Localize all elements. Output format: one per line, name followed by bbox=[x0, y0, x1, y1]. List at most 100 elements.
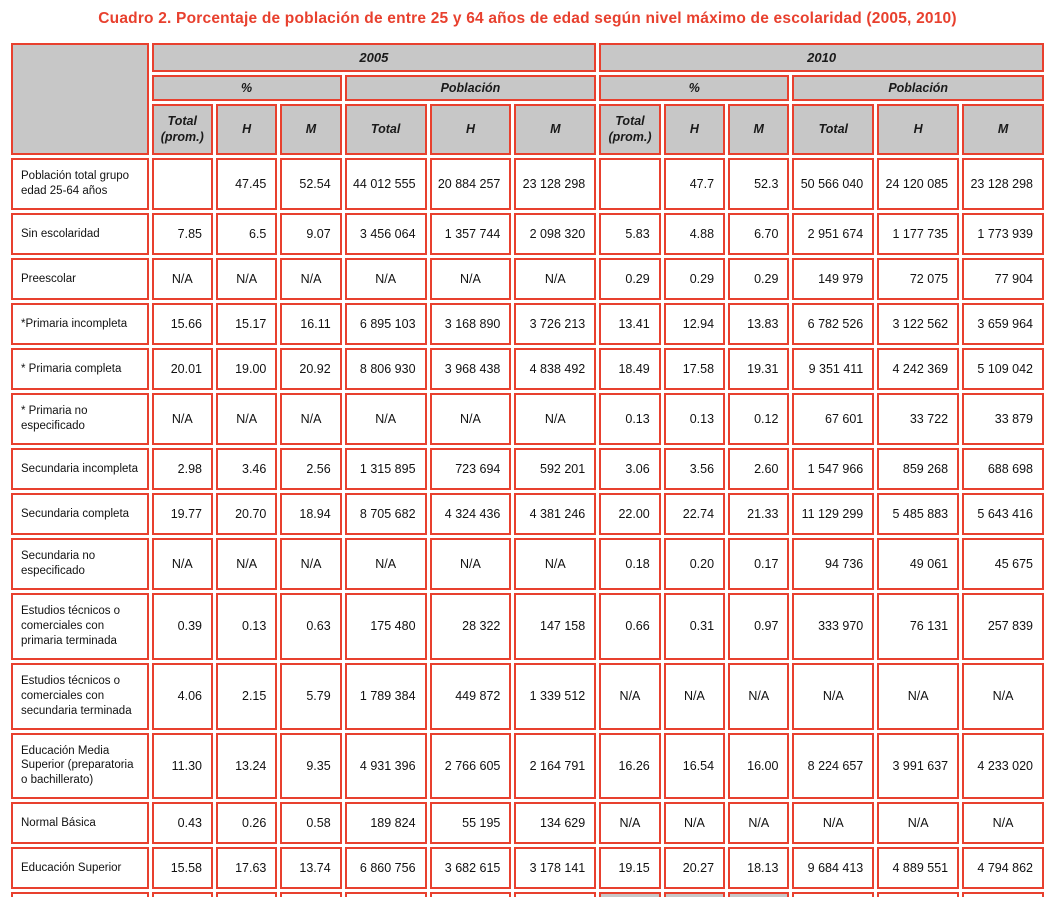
table-cell: 20.27 bbox=[663, 847, 726, 890]
table-cell: 175 480 bbox=[344, 592, 427, 660]
table-cell: 147 158 bbox=[514, 592, 597, 660]
table-cell: 0.13 bbox=[216, 592, 278, 660]
column-header: H bbox=[877, 104, 960, 156]
table-cell: 3 991 637 bbox=[877, 732, 960, 800]
table-cell: 0.12 bbox=[728, 393, 790, 445]
table-cell: 13.74 bbox=[280, 847, 342, 890]
table-cell: 13.24 bbox=[216, 732, 278, 800]
table-cell: 1 339 512 bbox=[514, 662, 597, 730]
table-cell: 2.28 bbox=[280, 892, 342, 897]
table-cell: 33 879 bbox=[962, 393, 1044, 445]
row-label: Secundaria incompleta bbox=[11, 448, 149, 490]
table-cell: 8 806 930 bbox=[344, 348, 427, 391]
table-cell: 3 682 615 bbox=[429, 847, 512, 890]
table-cell: 52.54 bbox=[280, 158, 342, 211]
table-cell: 12.94 bbox=[663, 303, 726, 346]
table-cell: 149 979 bbox=[792, 258, 875, 301]
group-header-poblacion-2005: Población bbox=[344, 75, 597, 101]
row-label: Población total grupo edad 25-64 años bbox=[11, 158, 149, 211]
table-cell: 2.01 bbox=[151, 892, 213, 897]
table-cell: 13.83 bbox=[728, 303, 790, 346]
table-cell: 688 698 bbox=[962, 448, 1044, 490]
table-row: Secundaria completa 19.77 20.70 18.94 8 705 … bbox=[11, 493, 1044, 535]
table-row: Preescolar N/A N/A N/A N/A N/A N/A 0.29 0.29 0.29… bbox=[11, 258, 1044, 301]
table-cell: 47.45 bbox=[216, 158, 278, 211]
table-cell: 527 595 bbox=[514, 892, 597, 897]
table-cell: 2 164 791 bbox=[514, 732, 597, 800]
table-cell: 4 242 369 bbox=[877, 348, 960, 391]
table-cell: N/A bbox=[877, 802, 960, 845]
table-cell bbox=[599, 158, 661, 211]
table-cell: N/A bbox=[216, 393, 278, 445]
table-cell: N/A bbox=[514, 538, 597, 590]
table-cell: 76 131 bbox=[877, 592, 960, 660]
table-row: No especificado2.011.712.28886 041358 44… bbox=[11, 892, 1044, 897]
table-cell: N/A bbox=[792, 662, 875, 730]
table-cell: 0.17 bbox=[728, 538, 790, 590]
table-cell: 9 351 411 bbox=[792, 348, 875, 391]
table-cell: 9 684 413 bbox=[792, 847, 875, 890]
table-cell: 0.18 bbox=[599, 538, 661, 590]
table-cell: N/A bbox=[280, 258, 342, 301]
table-cell: 20.92 bbox=[280, 348, 342, 391]
year-header-2010: 2010 bbox=[599, 43, 1044, 72]
table-body: Población total grupo edad 25-64 años 47.… bbox=[11, 158, 1044, 897]
year-header-row: 2005 2010 bbox=[11, 43, 1044, 156]
table-cell: 5 485 883 bbox=[877, 493, 960, 535]
table-cell: N/A bbox=[962, 802, 1044, 845]
table-cell: N/A bbox=[962, 662, 1044, 730]
table-cell: 2 766 605 bbox=[429, 732, 512, 800]
table-cell: 5.83 bbox=[599, 213, 661, 256]
table-cell: 20 884 257 bbox=[429, 158, 512, 211]
table-cell: 0.29 bbox=[599, 258, 661, 301]
table-cell: 33 722 bbox=[877, 393, 960, 445]
table-cell: 592 201 bbox=[514, 448, 597, 490]
table-cell: 23 128 298 bbox=[514, 158, 597, 211]
table-cell: 2 951 674 bbox=[792, 213, 875, 256]
table-cell: 28 322 bbox=[429, 592, 512, 660]
table-cell: 4 838 492 bbox=[514, 348, 597, 391]
table-cell: 18.13 bbox=[728, 847, 790, 890]
table-cell: 13.41 bbox=[599, 303, 661, 346]
table-row: Estudios técnicos o comerciales con secu… bbox=[11, 662, 1044, 730]
row-label: Sin escolaridad bbox=[11, 213, 149, 256]
table-cell: 4 324 436 bbox=[429, 493, 512, 535]
table-cell: N/A bbox=[344, 258, 427, 301]
year-header-2005: 2005 bbox=[151, 43, 597, 72]
group-header-row: % Población % Población bbox=[11, 75, 1044, 101]
table-cell: 3.06 bbox=[599, 448, 661, 490]
table-cell: 9.35 bbox=[280, 732, 342, 800]
table-cell: 47.7 bbox=[663, 158, 726, 211]
table-cell: N/A bbox=[216, 538, 278, 590]
table-cell: 22.00 bbox=[599, 493, 661, 535]
table-cell: 5 109 042 bbox=[962, 348, 1044, 391]
table-cell: 18.94 bbox=[280, 493, 342, 535]
table-cell: 11 129 299 bbox=[792, 493, 875, 535]
table-cell: N/A bbox=[280, 393, 342, 445]
table-cell: 72 075 bbox=[877, 258, 960, 301]
table-cell: N/A bbox=[877, 662, 960, 730]
table-cell: N/A bbox=[728, 802, 790, 845]
table-cell: 1 315 895 bbox=[344, 448, 427, 490]
table-cell: N/A bbox=[151, 538, 213, 590]
table-cell: 7.85 bbox=[151, 213, 213, 256]
table-cell: 50 566 040 bbox=[792, 158, 875, 211]
table-cell: 1 357 744 bbox=[429, 213, 512, 256]
table-cell: N/A bbox=[429, 538, 512, 590]
table-cell: 2.60 bbox=[728, 448, 790, 490]
table-cell: 3.56 bbox=[663, 448, 726, 490]
column-header: Total bbox=[792, 104, 875, 156]
table-cell: 77 904 bbox=[962, 258, 1044, 301]
row-label: * Primaria completa bbox=[11, 348, 149, 391]
table-cell: 19.15 bbox=[599, 847, 661, 890]
table-cell: 45 675 bbox=[962, 538, 1044, 590]
table-cell: 0.97 bbox=[728, 592, 790, 660]
table-cell: 0.39 bbox=[151, 592, 213, 660]
table-cell: 18.49 bbox=[599, 348, 661, 391]
table-cell: 44 012 555 bbox=[344, 158, 427, 211]
table-cell: 0.13 bbox=[599, 393, 661, 445]
group-header-percent-2005: % bbox=[151, 75, 342, 101]
table-cell: 723 694 bbox=[429, 448, 512, 490]
table-cell: N/A bbox=[429, 393, 512, 445]
corner-cell bbox=[11, 43, 149, 156]
